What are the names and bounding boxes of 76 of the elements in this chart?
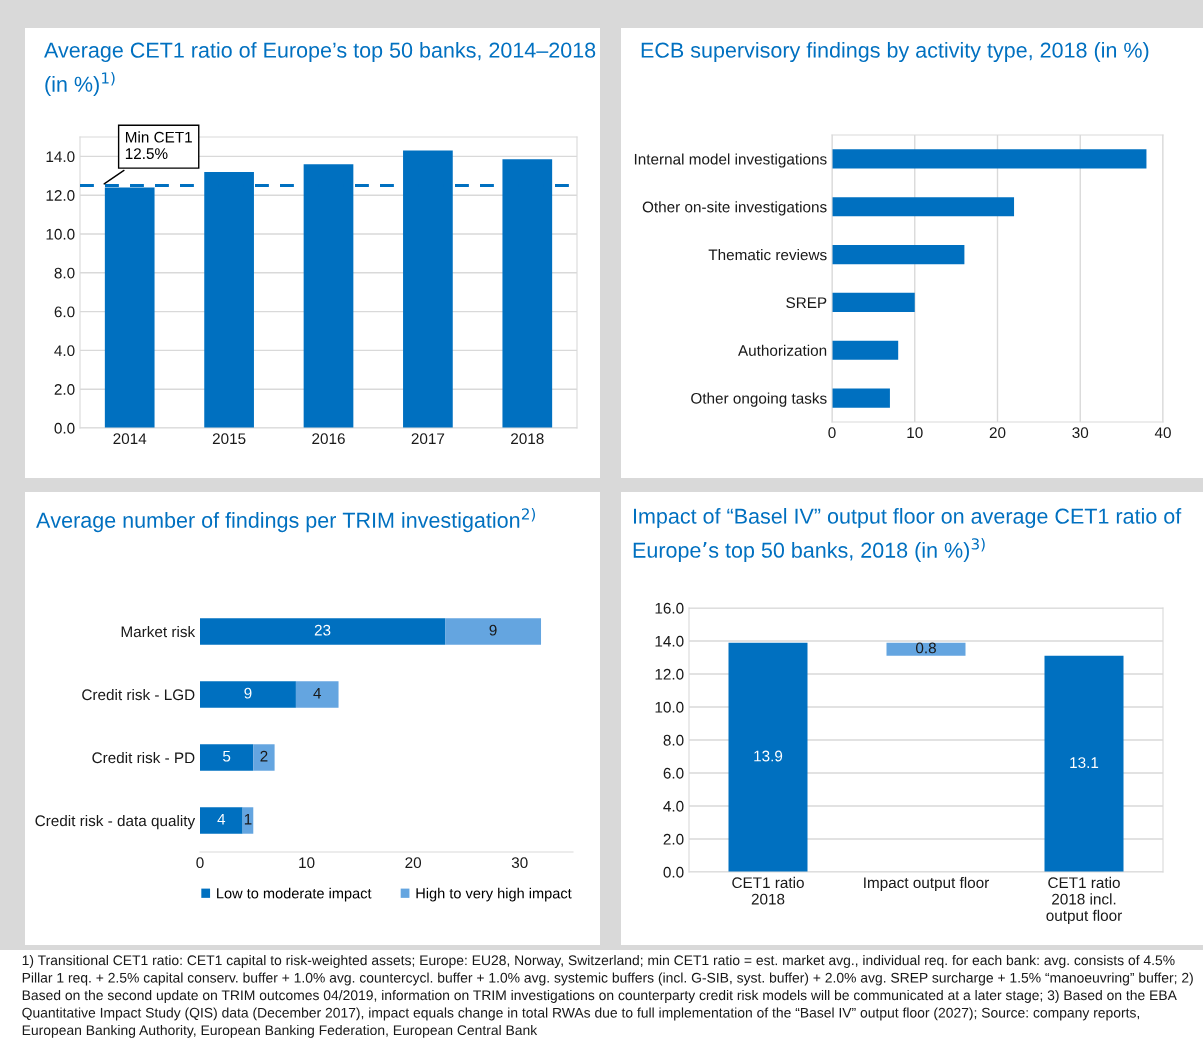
y-tick-label: 8.0 (663, 734, 684, 746)
y-tick-label: Other ongoing tasks (691, 392, 827, 407)
y-tick-label: 16.0 (655, 602, 684, 614)
y-tick-label: 4.0 (663, 800, 684, 812)
data-label: 9 (489, 624, 497, 636)
y-tick-label: 14.0 (655, 635, 684, 647)
chart-title: Impact of “Basel IV” output floor on average CET1 ratio of Europe’s top 50 banks, 2018 (in %)$^{3)}$ (633, 508, 1182, 563)
text: 1) Transitional CET1 ratio: CET1 capital to risk-weighted assets; Europe: EU28, Norway, Switzerland; min CET1 ratio = est. market avg., individual req. for each bank: avg. consists of 4.5% Pillar 1 req. + 2.5% capital conserv. buffer + 1.0% avg. countercycl. buffer + 1.0% avg. systemic buffers (incl. G-SIB, syst. buffer) + 2.0% avg. SREP surcharge + 1.5% “manoeuvring” buffer; 2) Based on the second update on TRIM outcomes 04/2019, information on TRIM investigations on counterparty credit risk models will be communicated at a later stage; 3) Based on the EBA Quantitative Impact Study (QIS) data (December 2017), impact equals change in total RWAs due to full implementation of the “Basel IV” output floor (2027); Source: company reports, European Banking Authority, European Banking Federation, European Central Bank (22, 955, 1193, 1038)
bar (832, 388, 890, 408)
y-tick-label: 0.0 (54, 422, 75, 434)
bar (832, 197, 1015, 217)
x-tick-label: 2014 (113, 433, 147, 445)
x-tick-label: 10 (299, 857, 315, 869)
y-tick-label: 6.0 (54, 306, 75, 318)
y-tick-label: 10.0 (655, 701, 684, 713)
bar (253, 744, 275, 771)
x-tick-label: 10 (907, 427, 923, 439)
x-tick-label: 20 (989, 427, 1006, 439)
y-tick-label: SREP (786, 297, 827, 309)
y-tick-label: Internal model investigations (634, 153, 827, 168)
y-tick-label: Other on-site investigations (642, 201, 827, 216)
bar (832, 149, 1147, 169)
x-tick-label: 2017 (411, 433, 445, 445)
bar (200, 681, 296, 708)
y-tick-label: Credit risk - data quality (35, 814, 196, 830)
y-tick-label: Credit risk - PD (92, 751, 195, 764)
y-tick-label: Authorization (738, 344, 827, 356)
data-label: 4 (217, 813, 226, 825)
y-tick-label: 10.0 (46, 228, 75, 240)
x-tick-label: 2016 (312, 433, 345, 445)
y-tick-label: 12.0 (46, 190, 75, 201)
y-tick-label: Thematic reviews (708, 249, 827, 261)
legend-label: High to very high impact (416, 887, 572, 902)
chart-title: Average CET1 ratio of Europe’s top 50 banks, 2014–2018 (in %)$^{1)}$ (44, 42, 596, 97)
x-tick-label: 0 (196, 857, 204, 869)
y-tick-label: 12.0 (655, 668, 684, 680)
y-tick-label: 2.0 (663, 833, 684, 845)
x-tick-label: 30 (1072, 427, 1089, 439)
x-tick-label: CET1 ratio 2018 (732, 876, 804, 905)
x-tick-label: Impact output floor (864, 876, 990, 892)
y-tick-label: Credit risk - LGD (82, 688, 195, 701)
data-label: 2 (260, 750, 268, 762)
x-tick-label: 2015 (212, 433, 246, 445)
bar (200, 807, 243, 834)
bar (832, 292, 915, 312)
chart-title: ECB supervisory findings by activity type, 2018 (in %) (641, 42, 1149, 63)
bar (832, 245, 965, 265)
ref-line-label: Min CET1 12.5% (125, 131, 192, 160)
bar (200, 744, 254, 771)
y-tick-label: 0.0 (663, 866, 684, 878)
y-tick-label: 8.0 (54, 267, 75, 279)
x-tick-label: 40 (1154, 427, 1171, 439)
data-label: 9 (244, 687, 252, 699)
y-tick-label: Market risk (121, 625, 196, 638)
y-tick-label: 14.0 (46, 151, 75, 163)
y-tick-label: 4.0 (54, 345, 75, 357)
data-label: 0.8 (915, 642, 936, 654)
x-tick-label: CET1 ratio 2018 incl. output floor (1046, 876, 1122, 925)
data-label: 13.1 (1070, 757, 1099, 769)
x-tick-label: 20 (405, 857, 422, 869)
bar (445, 618, 542, 645)
y-tick-label: 6.0 (663, 767, 684, 779)
legend-label: Low to moderate impact (217, 887, 372, 902)
chart-title: Average number of findings per TRIM investigation$^{2)}$ (36, 508, 535, 533)
data-label: 5 (223, 750, 231, 762)
bar (295, 681, 339, 708)
data-label: 13.9 (754, 750, 783, 762)
data-label: 1 (244, 813, 252, 825)
x-tick-label: 2018 (511, 433, 544, 445)
x-tick-label: 30 (511, 857, 528, 869)
data-label: 4 (313, 687, 322, 699)
bar (200, 618, 446, 645)
x-tick-label: 0 (828, 427, 836, 439)
bar (832, 340, 899, 360)
y-tick-label: 2.0 (54, 384, 75, 395)
data-label: 23 (314, 624, 331, 636)
